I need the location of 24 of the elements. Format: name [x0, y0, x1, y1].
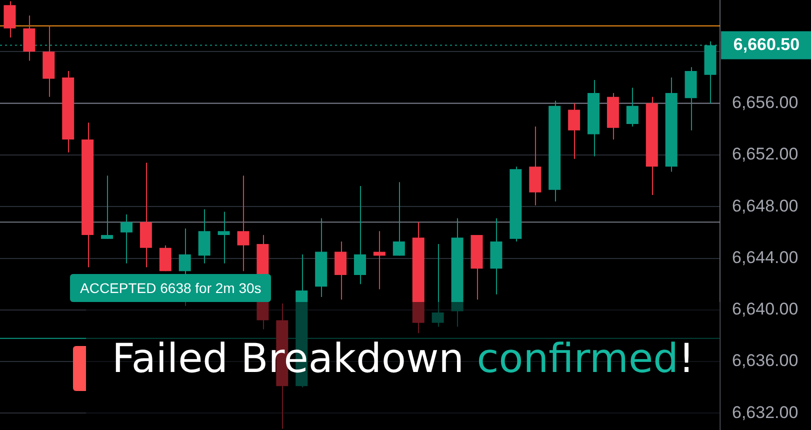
candlestick — [120, 214, 132, 264]
candlestick — [626, 87, 638, 128]
ref-line-label: 6,660.50 — [733, 34, 800, 54]
candlestick — [23, 14, 36, 62]
y-tick-label: 6,640.00 — [732, 300, 798, 319]
annotation: ACCEPTED 6638 for 2m 30s — [70, 274, 272, 302]
candlestick — [432, 244, 444, 328]
candlestick — [392, 182, 405, 256]
candlestick — [568, 102, 580, 160]
candlestick — [159, 244, 172, 272]
text: Failed Breakdown confirmed! — [112, 336, 694, 382]
y-tick-label: 6,656.00 — [732, 92, 798, 112]
y-tick-label: 6,644.00 — [732, 248, 798, 267]
candlestick — [237, 175, 250, 272]
candlestick — [4, 0, 16, 38]
candlestick — [101, 175, 114, 240]
candlestick — [354, 185, 366, 285]
candlestick — [218, 211, 230, 264]
y-tick-label: 6,632.00 — [732, 402, 798, 422]
candlestick — [373, 230, 386, 290]
y-tick-label: 6,648.00 — [732, 196, 798, 216]
y-tick-label: 6,636.00 — [732, 351, 798, 370]
candlestick — [334, 240, 347, 300]
y-tick-label: 6,652.00 — [732, 144, 798, 164]
